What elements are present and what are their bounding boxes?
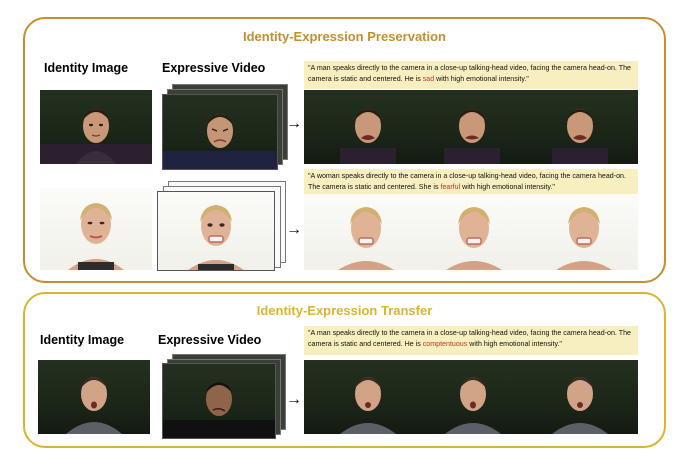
- generated-frame-1: [338, 207, 394, 270]
- identity-expression-transfer-panel: Identity-Expression Transfer: [23, 292, 666, 448]
- caption-text: with high emotional intensity.": [434, 74, 529, 83]
- generated-frames-row1: [304, 90, 638, 164]
- caption-text: "A man speaks directly to the camera in …: [308, 329, 631, 348]
- caption-text: with high emotional intensity.": [460, 182, 555, 191]
- caption-text: with high emotional intensity.": [467, 339, 562, 348]
- identity-image-header: Identity Image: [44, 61, 129, 75]
- face-woman-1: [68, 203, 124, 270]
- caption-emotion: sad: [422, 74, 435, 83]
- generated-faces-woman-fearful: [338, 207, 612, 270]
- generated-frames-transfer: [304, 360, 638, 434]
- expressive-video-header: Expressive Video: [162, 61, 266, 75]
- identity-expression-preservation-panel: Identity-Expression Preservation: [23, 17, 666, 283]
- generated-frame-2: [444, 109, 500, 164]
- face-woman-fearful: [188, 205, 244, 270]
- face-man-sad: [163, 114, 277, 169]
- face-man-1: [40, 109, 152, 164]
- panel-title: Identity-Expression Preservation: [242, 29, 446, 44]
- identity-image-man2: [38, 360, 150, 434]
- generated-frame-3: [552, 377, 608, 434]
- expressive-video-header: Expressive Video: [158, 333, 262, 347]
- caption-text: "A woman speaks directly to the camera i…: [308, 172, 626, 191]
- generated-faces-man-sad: [340, 109, 608, 164]
- generated-frame-3: [552, 109, 608, 164]
- arrow-icon: →: [286, 221, 302, 238]
- caption-row2: "A woman speaks directly to the camera i…: [304, 169, 638, 194]
- generated-frame-3: [556, 207, 612, 270]
- arrow-icon: →: [286, 391, 302, 408]
- expressive-video-man: [162, 94, 278, 170]
- generated-frames-row2: [304, 194, 638, 270]
- expressive-video-man2: [162, 363, 276, 439]
- generated-faces-man-contemptuous: [340, 377, 608, 434]
- identity-image-header: Identity Image: [40, 333, 125, 347]
- generated-frame-2: [446, 207, 502, 270]
- face-man-contemptuous: [163, 382, 275, 438]
- arrow-icon: →: [286, 115, 302, 132]
- expressive-video-woman: [157, 191, 275, 271]
- panel-title: Identity-Expression Transfer: [256, 303, 433, 318]
- generated-frame-1: [340, 109, 396, 164]
- caption-emotion: comptentuous: [422, 339, 468, 348]
- face-man-2: [66, 377, 122, 434]
- caption-row1: "A man speaks directly to the camera in …: [304, 61, 638, 89]
- identity-image-man: [40, 90, 152, 164]
- caption-text: "A man speaks directly to the camera in …: [308, 64, 631, 83]
- generated-frame-2: [445, 377, 501, 434]
- caption-transfer: "A man speaks directly to the camera in …: [304, 326, 638, 355]
- identity-image-woman: [40, 188, 152, 270]
- generated-frame-1: [340, 377, 396, 434]
- caption-emotion: fearful: [440, 182, 461, 191]
